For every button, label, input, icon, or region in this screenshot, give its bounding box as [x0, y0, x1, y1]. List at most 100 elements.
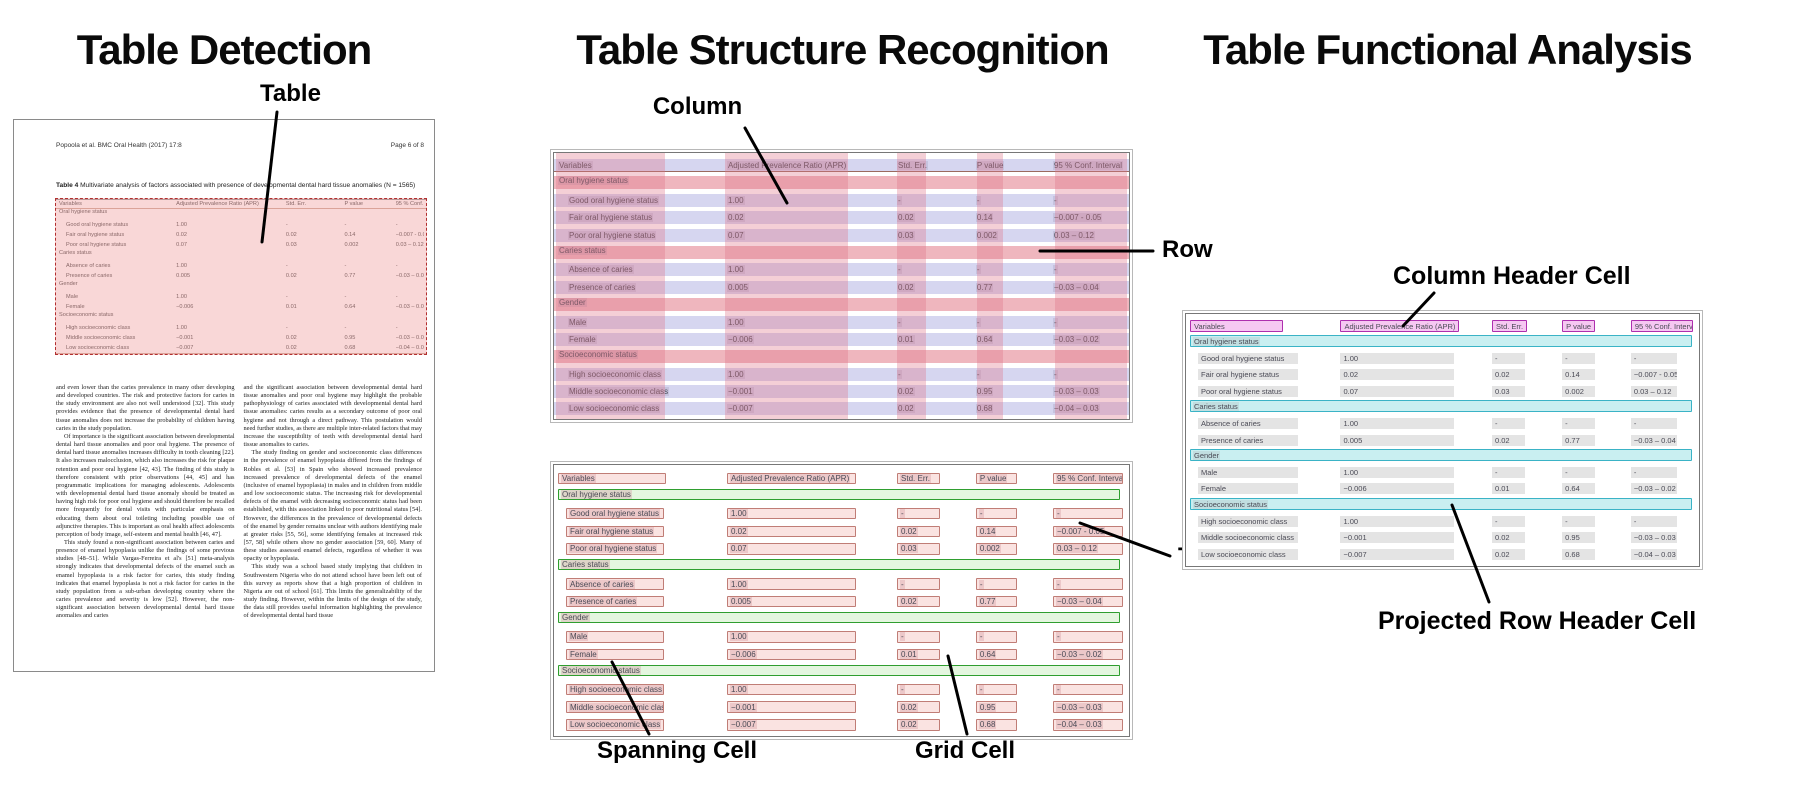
table-cell: - — [395, 323, 424, 333]
spanning-cell-box: Caries status — [558, 558, 1121, 571]
table-cell: - — [1052, 682, 1125, 697]
cell-text: −0.007 - 0.05 — [395, 232, 424, 239]
cell-text: Socioeconomic status — [59, 312, 114, 319]
section-header-cell: Oral hygiene status — [58, 209, 424, 215]
table-cell: 0.64 — [975, 333, 1053, 346]
cell-text: 0.02 — [897, 387, 915, 397]
table-cell: - — [1630, 466, 1695, 480]
cell-text: 0.02 — [1494, 435, 1510, 445]
cell-text: 0.07 — [726, 230, 745, 240]
cell-text: Low socioeconomic class — [569, 720, 662, 730]
section-header-cell: Socioeconomic status — [1190, 498, 1695, 510]
cell-text: Poor oral hygiene status — [1201, 386, 1282, 396]
table-cell: - — [975, 506, 1053, 521]
table-cell: - — [1052, 577, 1125, 592]
table-cell: 1.00 — [175, 261, 285, 271]
cell-text: 0.002 — [1565, 386, 1584, 396]
grid-cell-box: 0.03 — [897, 543, 940, 555]
table-cell: - — [285, 323, 344, 333]
text-cell-bar: 0.02 — [1491, 532, 1526, 544]
table-section-row: Oral hygiene status — [1186, 335, 1699, 349]
table-row: Presence of caries 0.005 0.02 0.77 −0.03 – 0… — [554, 280, 1129, 294]
table-cell: −0.006 — [726, 647, 897, 662]
text-cell-bar: Absence of caries — [1198, 418, 1299, 430]
table-cell: Middle socioeconomic class — [558, 385, 727, 398]
cell-text: - — [975, 195, 981, 205]
table-row: Variables Adjusted Prevalence Ratio (APR)… — [554, 159, 1129, 172]
table-cell: 0.02 — [1491, 531, 1562, 545]
cell-text: Std. Err. — [897, 160, 928, 170]
grid-cell-box: −0.04 – 0.03 — [1052, 719, 1123, 731]
cell-text: Fair oral hygiene status — [1201, 370, 1279, 380]
table-cell: Good oral hygiene status — [58, 220, 175, 230]
cell-text: - — [978, 509, 984, 519]
table-cell: Fair oral hygiene status — [58, 230, 175, 240]
table-cell: - — [343, 261, 394, 271]
cell-text: - — [1494, 354, 1498, 364]
cell-text: −0.03 – 0.04 — [395, 273, 424, 280]
cell-text: 0.68 — [344, 345, 356, 352]
section-header-cell: Caries status — [58, 250, 424, 256]
text-cell-bar: - — [1491, 353, 1526, 365]
cell-text: 0.03 — [900, 544, 918, 554]
cell-text: −0.007 - 0.05 — [1055, 526, 1106, 536]
text-cell-bar: 0.02 — [1340, 369, 1454, 381]
cell-text: - — [344, 324, 347, 331]
grid-cell-box: High socioeconomic class — [566, 683, 664, 696]
table-cell: Std. Err. — [1491, 319, 1562, 333]
table-cell: Std. Err. — [897, 471, 976, 486]
text-cell-bar: - — [1630, 516, 1678, 528]
cell-text: P value — [978, 474, 1008, 483]
cell-text: 0.02 — [1494, 549, 1510, 559]
table-cell: - — [975, 263, 1053, 276]
table-cell: −0.03 – 0.03 — [1052, 385, 1125, 398]
table-cell: −0.006 — [726, 333, 897, 346]
table-row: Good oral hygiene status 1.00 - - - — [554, 193, 1129, 207]
cell-text: - — [1565, 517, 1568, 527]
text-cell-bar: Middle socioeconomic class — [1198, 532, 1299, 544]
table-cell: Female — [58, 302, 175, 312]
table-cell: −0.03 – 0.04 — [1052, 594, 1125, 609]
table-cell: - — [285, 292, 344, 302]
table-cell: 0.01 — [897, 333, 976, 346]
grid-cell-box: Fair oral hygiene status — [566, 525, 664, 538]
text-cell-bar: 0.03 – 0.12 — [1630, 385, 1678, 397]
table-cell: −0.03 – 0.03 — [1630, 531, 1695, 545]
table-cell: 0.02 — [897, 402, 976, 415]
spanning-cell-box: Oral hygiene status — [558, 488, 1121, 501]
cell-text: 1.00 — [729, 579, 748, 589]
cell-text: - — [900, 579, 905, 589]
cell-text: 0.02 — [285, 232, 297, 239]
table-cell: Absence of caries — [558, 263, 727, 276]
cell-text: High socioeconomic class — [66, 324, 131, 331]
table-cell: −0.04 – 0.03 — [1052, 402, 1125, 415]
cell-text: 0.005 — [1343, 435, 1363, 445]
cell-text: P value — [344, 201, 364, 208]
grid-cell-box: 0.14 — [975, 525, 1018, 538]
section-header-cell: Oral hygiene status — [558, 488, 1125, 501]
table-cell: 0.002 — [975, 541, 1053, 556]
cell-text: 0.64 — [975, 334, 994, 344]
table-row: Fair oral hygiene status 0.02 0.02 0.14 −0.0… — [554, 211, 1129, 225]
cell-text: 0.95 — [344, 335, 356, 341]
table-cell: 0.02 — [1340, 368, 1492, 382]
cell-text: Caries status — [561, 560, 610, 570]
column-header-cell-box: 95 % Conf. Interval — [1630, 320, 1694, 332]
cell-text: −0.007 — [729, 720, 757, 730]
cell-text: −0.007 — [1343, 549, 1367, 559]
table-cell: 1.00 — [1340, 466, 1492, 480]
cell-text: - — [395, 324, 398, 331]
cell-text: 1.00 — [1343, 354, 1359, 364]
cell-text: Presence of caries — [1201, 435, 1264, 445]
cell-text: - — [285, 221, 288, 228]
table-cell: 0.03 — [285, 240, 344, 250]
table-cell: Absence of caries — [1190, 417, 1340, 431]
grid-cell-box: 0.77 — [975, 595, 1018, 608]
cell-text: 0.95 — [1565, 533, 1580, 543]
table-row: High socioeconomic class 1.00 - - - — [1186, 515, 1699, 529]
cell-text: - — [1055, 632, 1061, 642]
body-paragraph: The study finding on gender and socioeco… — [243, 449, 423, 563]
cell-text: −0.007 - 0.05 — [1052, 213, 1103, 223]
table-cell: 0.02 — [285, 230, 344, 240]
cell-text: - — [978, 685, 984, 695]
